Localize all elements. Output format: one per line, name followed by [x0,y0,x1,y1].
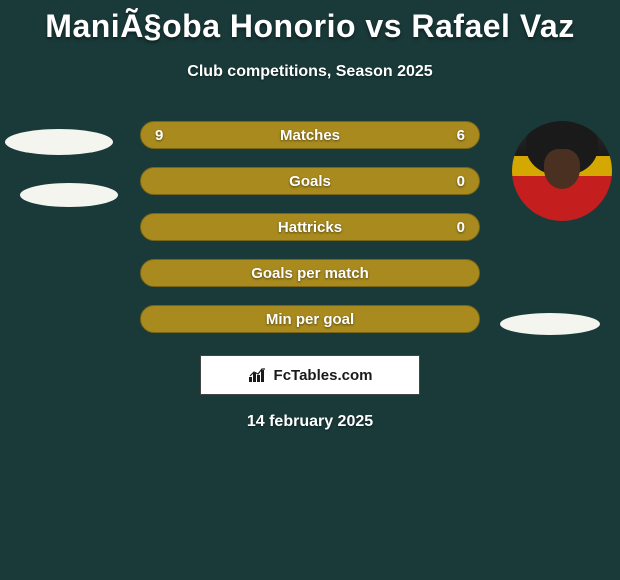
bar-goals: Goals 0 [140,167,480,195]
barchart-icon [248,367,268,383]
player-right-avatar [512,121,612,221]
decoration-ellipse [5,129,113,155]
comparison-subtitle: Club competitions, Season 2025 [0,63,620,81]
bar-min-per-goal: Min per goal [140,305,480,333]
bar-label: Matches [280,127,340,144]
comparison-date: 14 february 2025 [0,413,620,431]
bar-label: Goals per match [251,265,369,282]
avatar-photo [512,121,612,221]
bar-label: Goals [289,173,331,190]
bar-hattricks: Hattricks 0 [140,213,480,241]
bar-value-right: 0 [457,219,465,236]
bar-goals-per-match: Goals per match [140,259,480,287]
bar-matches: 9 Matches 6 [140,121,480,149]
bar-value-right: 6 [457,127,465,144]
decoration-ellipse [500,313,600,335]
comparison-main: 9 Matches 6 Goals 0 Hattricks 0 Goals pe… [0,121,620,431]
avatar-circle [512,121,612,221]
fctables-badge[interactable]: FcTables.com [200,355,420,395]
decoration-ellipse [20,183,118,207]
bar-value-left: 9 [155,127,163,144]
comparison-title: ManiÃ§oba Honorio vs Rafael Vaz [0,0,620,45]
bar-label: Hattricks [278,219,342,236]
bar-label: Min per goal [266,311,354,328]
comparison-bars: 9 Matches 6 Goals 0 Hattricks 0 Goals pe… [140,121,480,333]
bar-value-right: 0 [457,173,465,190]
fctables-text: FcTables.com [274,367,373,384]
